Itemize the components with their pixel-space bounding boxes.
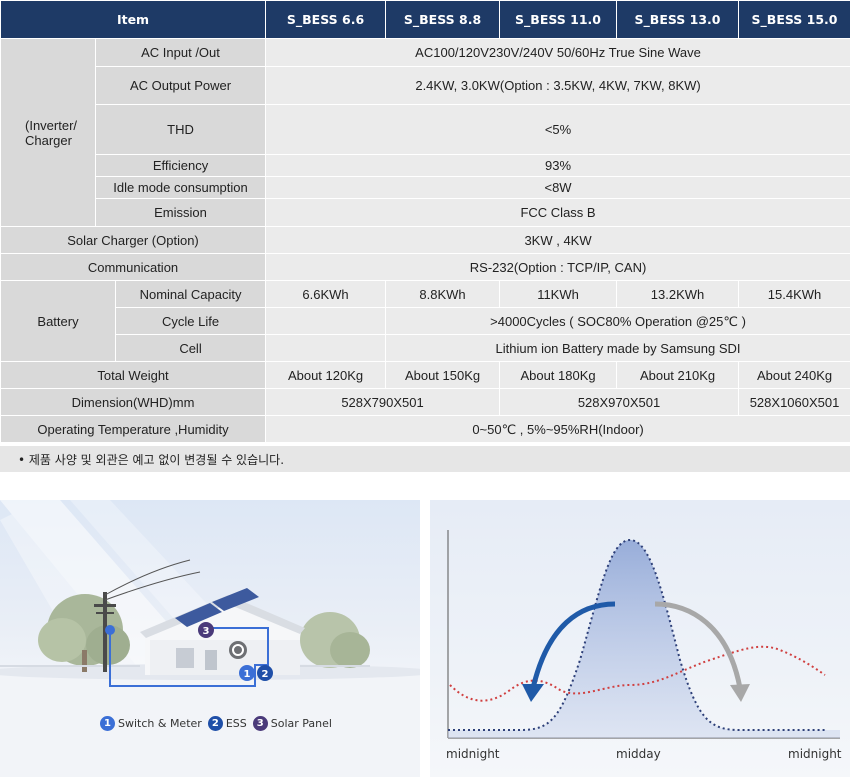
charge-arrowhead — [522, 684, 544, 702]
svg-text:2: 2 — [262, 669, 269, 680]
header-model-2: S_BESS 8.8 — [385, 0, 501, 39]
marker-3: 3 — [198, 622, 214, 638]
dimension-value-3: 528X1060X501 — [738, 388, 850, 416]
emission-value: FCC Class B — [265, 198, 850, 227]
nominal-value-1: 6.6KWh — [265, 280, 387, 308]
weight-value-4: About 210Kg — [616, 361, 740, 389]
thd-label: THD — [94, 104, 267, 155]
temp-value: 0~50℃ , 5%~95%RH(Indoor) — [265, 415, 850, 443]
marker-2: 2 — [257, 665, 273, 681]
weight-value-3: About 180Kg — [499, 361, 618, 389]
legend-num-1: 1 — [100, 716, 115, 731]
nominal-label: Nominal Capacity — [114, 280, 267, 308]
tree-right — [300, 612, 370, 668]
spec-table: Item S_BESS 6.6 S_BESS 8.8 S_BESS 11.0 S… — [0, 0, 850, 443]
header-item: Item — [0, 0, 267, 39]
weight-value-5: About 240Kg — [738, 361, 850, 389]
header-model-3: S_BESS 11.0 — [499, 0, 618, 39]
svg-text:1: 1 — [244, 669, 251, 680]
utility-pole — [94, 559, 201, 672]
ac-output-label: AC Output Power — [94, 66, 267, 105]
legend-item-switch: 1 Switch & Meter — [100, 716, 202, 731]
legend-label-3: Solar Panel — [270, 717, 332, 730]
ac-output-value: 2.4KW, 3.0KW(Option : 3.5KW, 4KW, 7KW, 8… — [265, 66, 850, 105]
weight-label: Total Weight — [0, 361, 267, 389]
x-label-mid: midday — [616, 747, 661, 761]
x-label-start: midnight — [446, 747, 500, 761]
dimension-value-1: 528X790X501 — [265, 388, 501, 416]
legend-item-ess: 2 ESS — [207, 716, 247, 731]
dimension-label: Dimension(WHD)mm — [0, 388, 267, 416]
efficiency-value: 93% — [265, 154, 850, 177]
idle-label: Idle mode consumption — [94, 176, 267, 199]
solar-value: 3KW , 4KW — [265, 226, 850, 254]
inverter-group-label: (Inverter/ Charger — [0, 38, 96, 227]
legend-label-1: Switch & Meter — [118, 717, 202, 730]
solar-label: Solar Charger (Option) — [0, 226, 267, 254]
weight-value-2: About 150Kg — [385, 361, 501, 389]
idle-value: <8W — [265, 176, 850, 199]
legend-num-2: 2 — [207, 716, 223, 731]
cell-value: Lithium ion Battery made by Samsung SDI — [385, 334, 850, 362]
nominal-value-4: 13.2KWh — [616, 280, 740, 308]
charge-arrow — [530, 601, 616, 689]
comm-label: Communication — [0, 253, 267, 281]
load-diagram: midnight midday midnight — [430, 500, 850, 777]
solar-area — [448, 540, 840, 738]
marker-1: 1 — [239, 665, 255, 681]
battery-group-label: Battery — [0, 280, 116, 362]
legend-item-solar: 3 Solar Panel — [252, 716, 332, 731]
emission-label: Emission — [94, 198, 267, 227]
ac-inout-value: AC100/120V230V/240V 50/60Hz True Sine Wa… — [265, 38, 850, 67]
nominal-value-3: 11KWh — [499, 280, 618, 308]
efficiency-label: Efficiency — [94, 154, 267, 177]
cell-blank — [265, 334, 387, 362]
cycle-blank — [265, 307, 387, 335]
house-illustration: 3 1 2 1 Switch & Meter 2 ESS 3 Solar Pan… — [0, 500, 420, 777]
solar-curve — [448, 538, 825, 731]
svg-text:3: 3 — [203, 626, 210, 637]
dimension-value-2: 528X970X501 — [499, 388, 740, 416]
comm-value: RS-232(Option : TCP/IP, CAN) — [265, 253, 850, 281]
disclaimer-note: • 제품 사양 및 외관은 예고 없이 변경될 수 있습니다. — [0, 446, 850, 472]
wiring — [109, 627, 269, 687]
ac-inout-label: AC Input /Out — [94, 38, 267, 67]
house-scene: 3 1 2 — [0, 500, 420, 777]
house — [140, 588, 305, 675]
header-model-1: S_BESS 6.6 — [265, 0, 387, 39]
legend: 1 Switch & Meter 2 ESS 3 Solar Panel — [100, 716, 332, 731]
cycle-value: >4000Cycles ( SOC80% Operation @25℃ ) — [385, 307, 850, 335]
discharge-arrow — [654, 601, 743, 689]
thd-value: <5% — [265, 104, 850, 155]
header-model-4: S_BESS 13.0 — [616, 0, 740, 39]
nominal-value-2: 8.8KWh — [385, 280, 501, 308]
nominal-value-5: 15.4KWh — [738, 280, 850, 308]
x-label-end: midnight — [788, 747, 842, 761]
weight-value-1: About 120Kg — [265, 361, 387, 389]
legend-num-3: 3 — [252, 716, 268, 731]
cell-label: Cell — [114, 334, 267, 362]
temp-label: Operating Temperature ,Humidity — [0, 415, 267, 443]
cycle-label: Cycle Life — [114, 307, 267, 335]
discharge-arrowhead — [730, 684, 750, 702]
legend-label-2: ESS — [225, 717, 247, 730]
load-diagram-svg — [447, 530, 840, 739]
meter-dot — [105, 625, 115, 635]
header-model-5: S_BESS 15.0 — [738, 0, 850, 39]
